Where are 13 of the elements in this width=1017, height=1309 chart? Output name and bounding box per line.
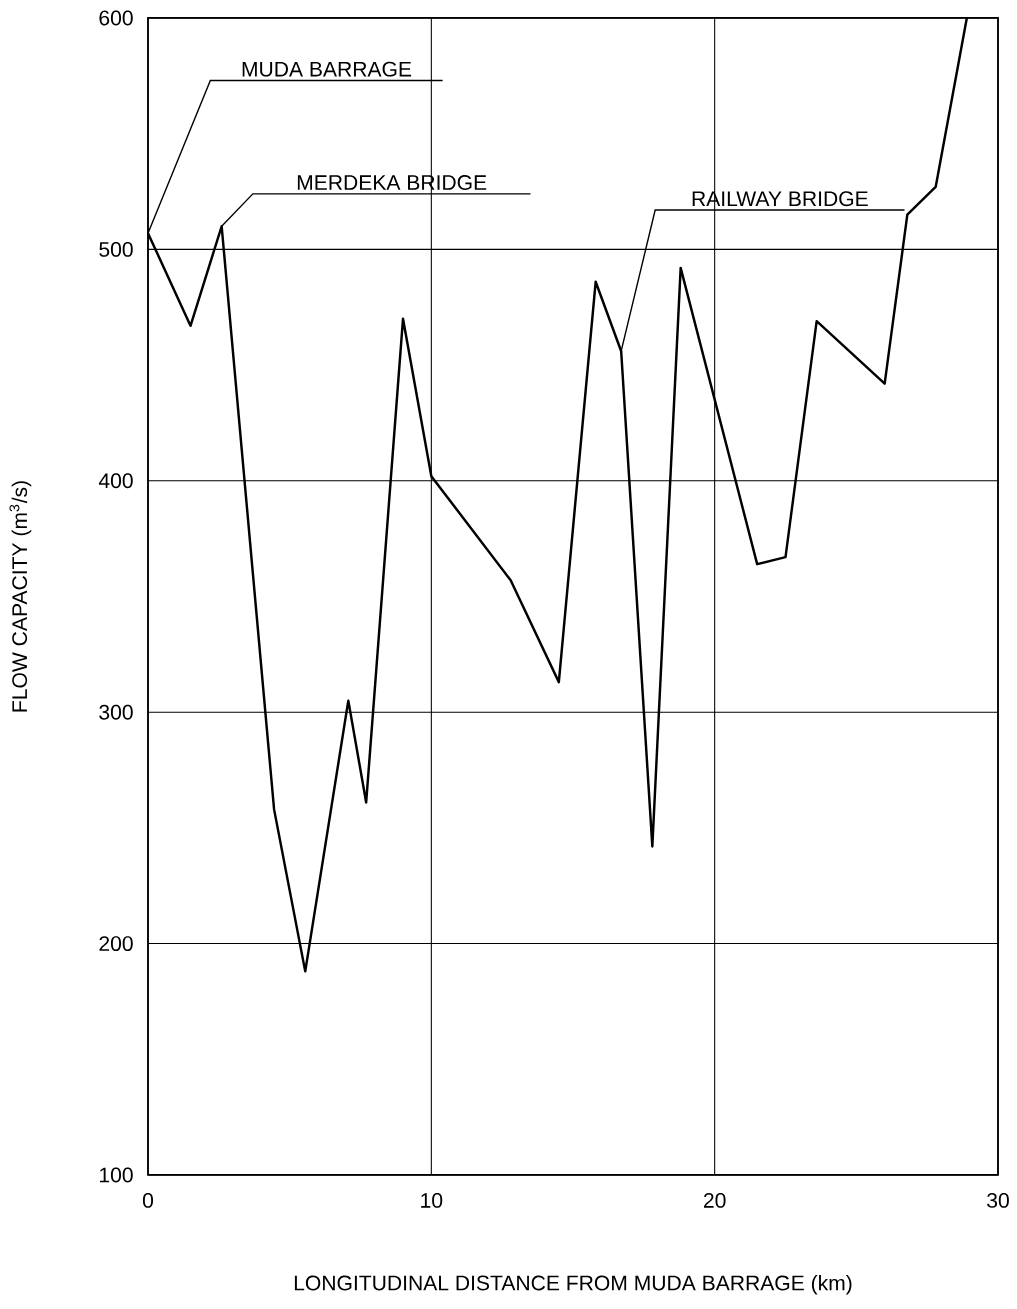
y-tick-label: 500 [99,241,133,257]
y-tick-label: 200 [99,936,133,952]
x-axis-title: LONGITUDINAL DISTANCE FROM MUDA BARRAGE (km) [295,1274,852,1295]
y-tick-label: 400 [99,473,133,489]
x-tick-label: 0 [143,1192,154,1208]
x-tick-label: 30 [987,1192,1010,1208]
y-tick-label: 300 [99,704,133,720]
x-tick-label: 10 [421,1192,443,1208]
annotation: MUDA BARRAGE [242,61,412,77]
y-tick-label: 600 [99,10,133,26]
x-tick-label: 20 [704,1192,726,1208]
y-tick-label: 100 [100,1167,133,1183]
y-axis-title: FLOW CAPACITY (m$^{3}$/s) [9,481,32,712]
